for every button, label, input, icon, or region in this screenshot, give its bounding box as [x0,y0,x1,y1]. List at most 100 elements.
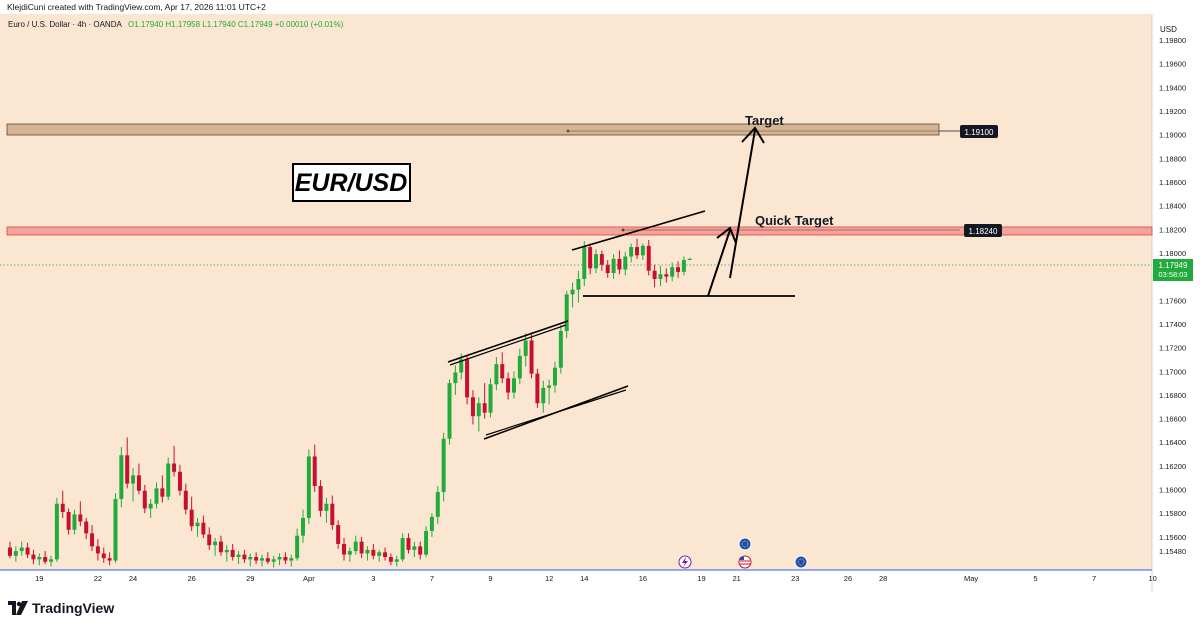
quick-target-anchor [621,228,625,232]
candle [470,390,475,425]
price-tick-label: 1.18000 [1159,249,1186,258]
candle [148,499,153,518]
price-tick-label: 1.17200 [1159,344,1186,353]
eu-event-icon-2[interactable] [794,555,808,569]
candle-body [306,456,311,518]
candle-body [177,471,182,491]
candle [623,251,628,276]
candle [84,517,89,540]
candle-body [183,490,188,510]
price-tick-label: 1.17400 [1159,320,1186,329]
last-price-tag [1153,259,1193,281]
candle-body [347,551,352,555]
candle-body [49,559,54,562]
candle-body [558,331,563,368]
candle-body [664,274,669,277]
candle-body [207,534,212,546]
arrow-to-quick-target [707,229,731,297]
quick-target-price-tag [964,224,1002,237]
arrow-head-target [741,126,765,144]
candle [259,554,264,567]
time-axis-background [0,570,1152,592]
candle [242,549,247,563]
candle-body [623,256,628,270]
candle-body [535,373,540,404]
candle [541,380,546,413]
candle [664,268,669,283]
chart-area[interactable]: Euro / U.S. Dollar · 4h · OANDA O1.17940… [0,14,1200,592]
candle-body [60,503,65,513]
candle [324,497,329,523]
eu-event-icon[interactable] [738,537,752,551]
quick-target-label: Quick Target [755,213,834,228]
price-tick-label: 1.18400 [1159,202,1186,211]
wedge-upper-line [571,210,706,251]
candle [207,527,212,550]
candle [201,515,206,539]
candle [552,361,557,393]
candle [248,553,253,567]
time-tick-label: 16 [639,574,647,583]
lightning-event-icon[interactable] [678,555,692,569]
price-tick-label: 1.16800 [1159,391,1186,400]
price-tick-label: 1.16200 [1159,462,1186,471]
candle [189,496,194,531]
candle [101,547,106,563]
candle [306,449,311,524]
candle-body [166,463,171,497]
time-tick-label: 10 [1149,574,1157,583]
candle [78,501,83,527]
time-tick-label: 28 [879,574,887,583]
candle-body [78,514,83,522]
candle [90,525,95,552]
candle-body [125,455,130,484]
candle [506,372,511,400]
candle [166,457,171,501]
candle [564,290,569,339]
price-tick-label: 1.16600 [1159,415,1186,424]
tradingview-logo[interactable]: TradingView [8,600,114,616]
price-tick-label: 1.19200 [1159,107,1186,116]
candle-body [236,554,241,557]
candle [605,260,610,278]
candle [482,383,487,419]
candle [277,553,282,566]
candle-body [435,491,440,517]
time-tick-label: 26 [187,574,195,583]
candle-body [670,267,675,277]
title-box [292,163,411,202]
candle [359,536,364,559]
channel-upper-line [447,320,569,363]
candle-body [406,538,411,550]
time-tick-label: 29 [246,574,254,583]
candle-body [429,516,434,531]
candle [271,555,276,568]
candle [54,497,59,562]
candle [172,445,177,477]
candle-body [218,541,223,553]
time-axis-ticks: 19 22 24 26 29 Apr 3 7 9 12 14 16 19 21 23 26 28 May 5 7 10 [35,574,1157,583]
candle-body [412,546,417,550]
candle [353,535,358,555]
candle [136,463,141,495]
candle [652,264,657,288]
candle [658,265,663,287]
candle [330,495,335,530]
candle-body [476,403,481,417]
time-tick-label: 3 [371,574,375,583]
candle [95,539,100,561]
candle [195,517,200,537]
us-event-icon[interactable] [738,555,752,569]
candle-body [635,247,640,256]
candle-body [336,525,341,544]
candle-body [283,556,288,561]
candle-body [13,551,18,556]
candle-body [482,403,487,413]
candle [371,543,376,560]
price-tick-label: 1.18200 [1159,225,1186,234]
candle-body [324,503,329,511]
candle [25,542,30,559]
currency-label: USD [1160,25,1177,34]
candlestick-chart[interactable]: Euro / U.S. Dollar · 4h · OANDA O1.17940… [0,14,1200,592]
candle [406,533,411,554]
